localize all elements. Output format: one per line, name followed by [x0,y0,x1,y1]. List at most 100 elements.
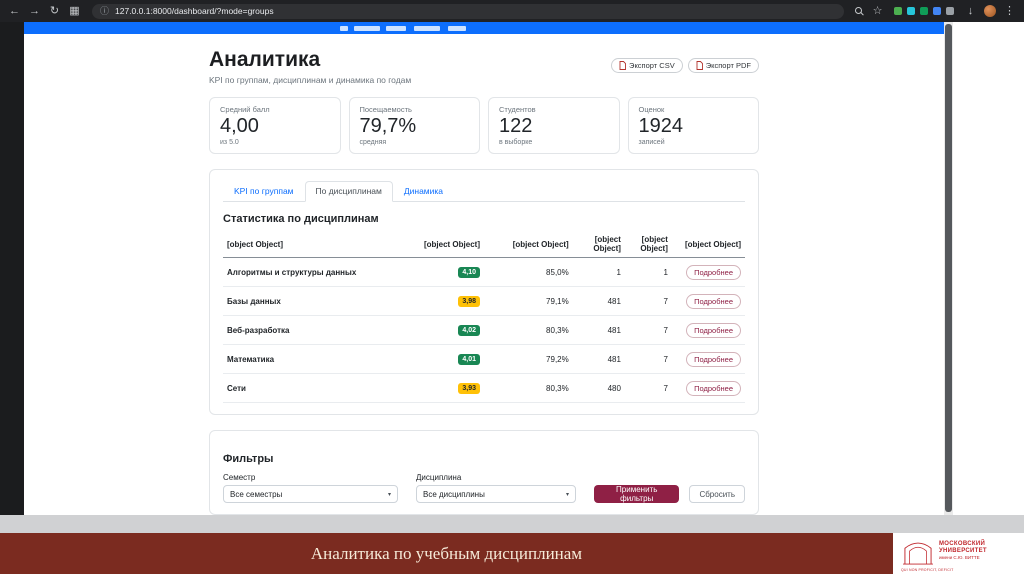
grades-count: 481 [573,316,625,345]
site-info-icon[interactable]: ⓘ [100,7,109,16]
search-icon[interactable] [855,7,864,16]
scrollbar-thumb[interactable] [945,24,952,512]
extension-icon[interactable] [894,7,902,15]
avg-score-badge: 3,98 [458,296,480,307]
tab[interactable]: По дисциплинам [305,181,393,202]
details-button[interactable]: Подробнее [686,323,741,338]
discipline-name: Алгоритмы и структуры данных [223,258,411,287]
filters-card: Фильтры Семестр Все семестры ▾ Дисциплин… [209,430,759,515]
table-row: Веб-разработка 4,02 80,3% 481 7 Подробне… [223,316,745,345]
export-pdf-button[interactable]: Экспорт PDF [688,58,759,73]
back-icon[interactable]: ← [8,6,21,17]
navbar-clipped-item [448,26,466,31]
logo-motto: QUI NON PROFICIT, DEFICIT [901,568,953,572]
bookmark-star-icon[interactable]: ☆ [871,6,884,17]
attendance-value: 79,1% [484,287,573,316]
extension-icon[interactable] [907,7,915,15]
attendance-value: 80,3% [484,316,573,345]
apply-filters-button[interactable]: Применить фильтры [594,485,679,503]
stat-value: 79,7% [360,116,470,137]
table-row: Математика 4,01 79,2% 481 7 Подробнее [223,345,745,374]
file-icon [619,61,626,70]
chevron-down-icon: ▾ [566,491,569,498]
main-container: Аналитика KPI по группам, дисциплинам и … [209,34,759,515]
groups-count: 1 [625,258,672,287]
semester-label: Семестр [223,473,398,482]
navbar-clipped-item [340,26,348,31]
discipline-selected-value: Все дисциплины [423,490,485,499]
details-button[interactable]: Подробнее [686,265,741,280]
reload-icon[interactable]: ↻ [48,6,61,17]
stat-sublabel: из 5.0 [220,139,330,146]
menu-dots-icon[interactable]: ⋮ [1003,6,1016,17]
navbar-clipped-item [386,26,406,31]
details-button[interactable]: Подробнее [686,294,741,309]
address-bar[interactable]: ⓘ 127.0.0.1:8000/dashboard/?mode=groups [92,4,844,19]
semester-select[interactable]: Все семестры ▾ [223,485,398,503]
download-icon[interactable]: ↓ [964,6,977,17]
attendance-value: 79,2% [484,345,573,374]
column-header: [object Object] [573,231,625,258]
table-heading: Статистика по дисциплинам [223,213,745,225]
chevron-down-icon: ▾ [388,491,391,498]
university-logo: МОСКОВСКИЙ УНИВЕРСИТЕТ имени С.Ю. ВИТТЕ … [893,533,1024,574]
details-button[interactable]: Подробнее [686,352,741,367]
tab[interactable]: Динамика [393,181,454,202]
stats-row: Средний балл 4,00 из 5.0 Посещаемость 79… [209,97,759,154]
page-header: Аналитика KPI по группам, дисциплинам и … [209,48,759,85]
discipline-select[interactable]: Все дисциплины ▾ [416,485,576,503]
groups-count: 7 [625,316,672,345]
export-buttons: Экспорт CSV Экспорт PDF [611,58,759,73]
details-button[interactable]: Подробнее [686,381,741,396]
table-row: Сети 3,93 80,3% 480 7 Подробнее [223,374,745,403]
attendance-value: 80,3% [484,374,573,403]
file-icon [696,61,703,70]
semester-selected-value: Все семестры [230,490,282,499]
logo-line-3: имени С.Ю. ВИТТЕ [939,555,987,560]
scrollbar[interactable] [944,22,953,515]
url-text[interactable]: 127.0.0.1:8000/dashboard/?mode=groups [115,6,274,16]
page-subtitle: KPI по группам, дисциплинам и динамика п… [209,75,411,85]
groups-count: 7 [625,374,672,403]
stat-card: Средний балл 4,00 из 5.0 [209,97,341,154]
extension-icon[interactable] [920,7,928,15]
column-header: [object Object] [223,231,411,258]
navbar-clipped-item [414,26,440,31]
extension-icon[interactable] [933,7,941,15]
export-csv-button[interactable]: Экспорт CSV [611,58,683,73]
stat-label: Посещаемость [360,105,470,114]
page-title: Аналитика [209,48,411,72]
avg-score-badge: 3,93 [458,383,480,394]
stat-value: 122 [499,116,609,137]
disciplines-table: [object Object][object Object][object Ob… [223,231,745,403]
reset-filters-button[interactable]: Сбросить [689,485,745,503]
avg-score-badge: 4,02 [458,325,480,336]
column-header: [object Object] [411,231,484,258]
logo-line-2: УНИВЕРСИТЕТ [939,548,987,555]
forward-icon[interactable]: → [28,6,41,17]
table-row: Базы данных 3,98 79,1% 481 7 Подробнее [223,287,745,316]
grades-count: 481 [573,287,625,316]
discipline-label: Дисциплина [416,473,576,482]
groups-count: 7 [625,345,672,374]
stat-sublabel: записей [639,139,749,146]
stat-label: Оценок [639,105,749,114]
profile-avatar[interactable] [984,5,996,17]
avg-score-badge: 4,10 [458,267,480,278]
tab[interactable]: KPI по группам [223,181,305,202]
groups-count: 7 [625,287,672,316]
stat-label: Студентов [499,105,609,114]
split-view-icon[interactable]: ▦ [68,6,81,17]
grades-count: 1 [573,258,625,287]
stat-sublabel: в выборке [499,139,609,146]
dashboard-page: Аналитика KPI по группам, дисциплинам и … [24,22,944,515]
grades-count: 481 [573,345,625,374]
column-header: [object Object] [672,231,745,258]
caption-text: Аналитика по учебным дисциплинам [311,544,582,564]
stat-label: Средний балл [220,105,330,114]
avg-score-badge: 4,01 [458,354,480,365]
extension-icon[interactable] [946,7,954,15]
table-header-row: [object Object][object Object][object Ob… [223,231,745,258]
attendance-value: 85,0% [484,258,573,287]
stat-card: Посещаемость 79,7% средняя [349,97,481,154]
